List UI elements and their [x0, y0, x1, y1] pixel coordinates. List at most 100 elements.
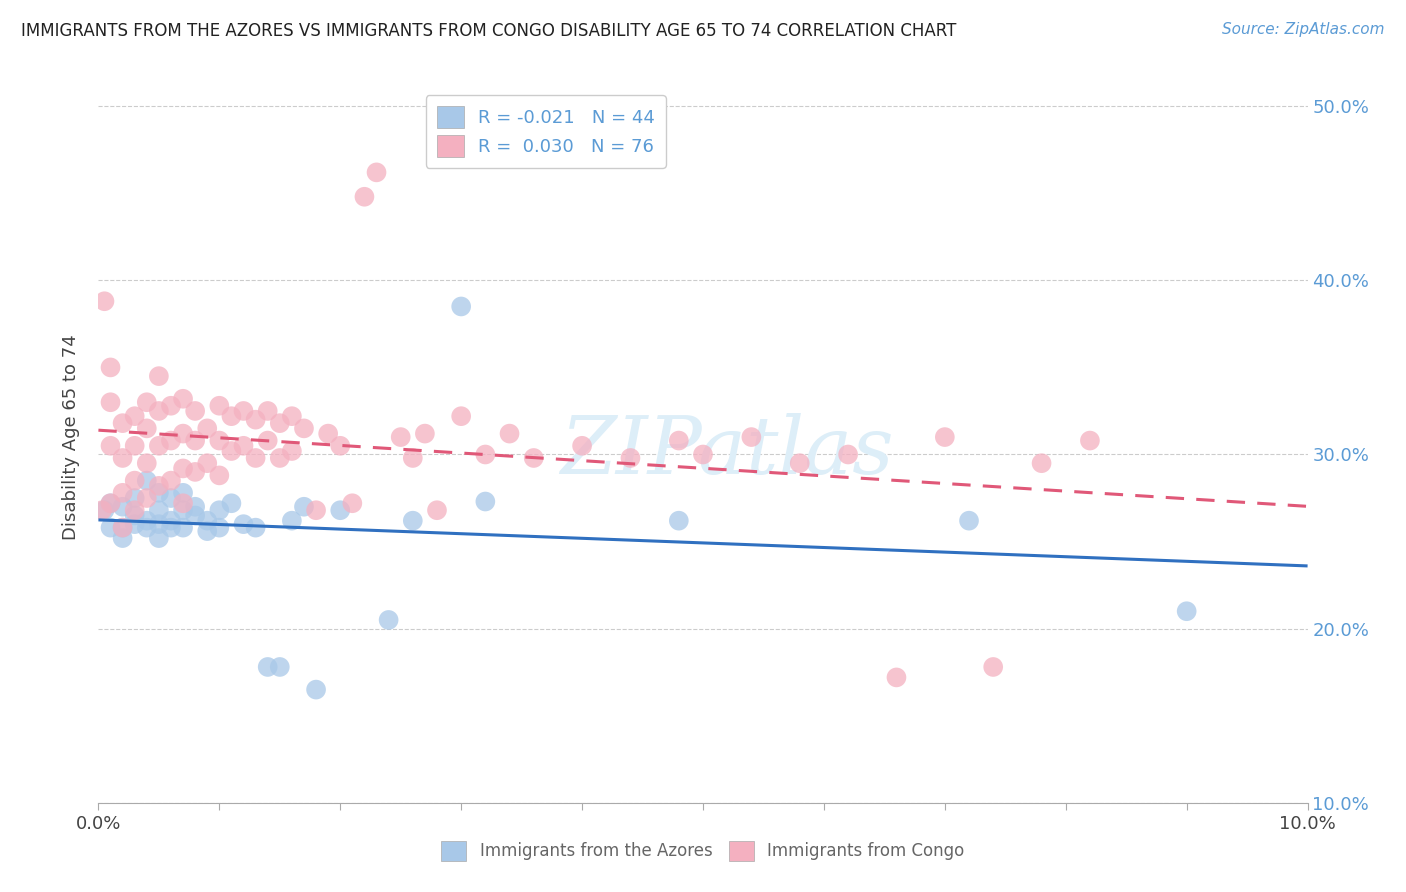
Point	[208, 434, 231, 448]
Point	[934, 430, 956, 444]
Point	[91, 503, 114, 517]
Point	[195, 456, 218, 470]
Point	[329, 503, 352, 517]
Point	[148, 485, 170, 500]
Point	[172, 485, 194, 500]
Point	[474, 448, 496, 462]
Point	[450, 300, 472, 314]
Point	[172, 426, 194, 441]
Point	[498, 426, 520, 441]
Point	[474, 494, 496, 508]
Point	[124, 508, 146, 523]
Y-axis label: Disability Age 65 to 74: Disability Age 65 to 74	[62, 334, 80, 540]
Text: IMMIGRANTS FROM THE AZORES VS IMMIGRANTS FROM CONGO DISABILITY AGE 65 TO 74 CORR: IMMIGRANTS FROM THE AZORES VS IMMIGRANTS…	[21, 22, 956, 40]
Point	[184, 508, 207, 523]
Point	[135, 491, 157, 505]
Point	[172, 461, 194, 475]
Point	[668, 514, 690, 528]
Point	[789, 456, 811, 470]
Point	[316, 426, 339, 441]
Point	[111, 450, 134, 465]
Point	[389, 430, 412, 444]
Point	[100, 521, 122, 535]
Point	[837, 448, 859, 462]
Legend: Immigrants from the Azores, Immigrants from Congo: Immigrants from the Azores, Immigrants f…	[434, 834, 972, 868]
Point	[148, 479, 170, 493]
Point	[111, 521, 134, 535]
Point	[100, 395, 122, 409]
Point	[135, 421, 157, 435]
Point	[124, 491, 146, 505]
Point	[111, 521, 134, 535]
Point	[269, 450, 291, 465]
Point	[160, 514, 183, 528]
Point	[1078, 434, 1101, 448]
Point	[221, 444, 243, 458]
Point	[184, 465, 207, 479]
Point	[245, 450, 267, 465]
Point	[160, 491, 183, 505]
Point	[124, 517, 146, 532]
Point	[148, 404, 170, 418]
Point	[160, 399, 183, 413]
Point	[195, 514, 218, 528]
Point	[160, 521, 183, 535]
Point	[292, 421, 315, 435]
Point	[450, 409, 472, 424]
Point	[256, 660, 278, 674]
Point	[111, 531, 134, 545]
Point	[281, 409, 304, 424]
Point	[124, 474, 146, 488]
Point	[172, 503, 194, 517]
Point	[208, 503, 231, 517]
Point	[245, 412, 267, 426]
Point	[184, 500, 207, 514]
Point	[377, 613, 399, 627]
Point	[124, 409, 146, 424]
Point	[184, 404, 207, 418]
Point	[342, 496, 364, 510]
Point	[245, 521, 267, 535]
Point	[184, 434, 207, 448]
Point	[111, 416, 134, 430]
Point	[111, 485, 134, 500]
Point	[172, 392, 194, 406]
Point	[232, 517, 254, 532]
Point	[100, 496, 122, 510]
Point	[402, 514, 425, 528]
Point	[124, 503, 146, 517]
Point	[135, 514, 157, 528]
Point	[256, 404, 278, 418]
Point	[523, 450, 546, 465]
Point	[692, 448, 714, 462]
Point	[135, 456, 157, 470]
Point	[886, 670, 908, 684]
Point	[426, 503, 449, 517]
Point	[571, 439, 593, 453]
Point	[172, 521, 194, 535]
Point	[135, 474, 157, 488]
Point	[232, 404, 254, 418]
Point	[148, 503, 170, 517]
Point	[413, 426, 436, 441]
Point	[366, 165, 388, 179]
Point	[281, 514, 304, 528]
Point	[619, 450, 641, 465]
Point	[148, 369, 170, 384]
Point	[100, 360, 122, 375]
Point	[221, 409, 243, 424]
Point	[1031, 456, 1053, 470]
Text: ZIPatlas: ZIPatlas	[561, 413, 894, 491]
Point	[1175, 604, 1198, 618]
Point	[111, 500, 134, 514]
Point	[93, 294, 115, 309]
Point	[269, 660, 291, 674]
Point	[160, 474, 183, 488]
Point	[269, 416, 291, 430]
Point	[195, 524, 218, 538]
Point	[402, 450, 425, 465]
Point	[305, 682, 328, 697]
Point	[208, 399, 231, 413]
Point	[148, 531, 170, 545]
Point	[329, 439, 352, 453]
